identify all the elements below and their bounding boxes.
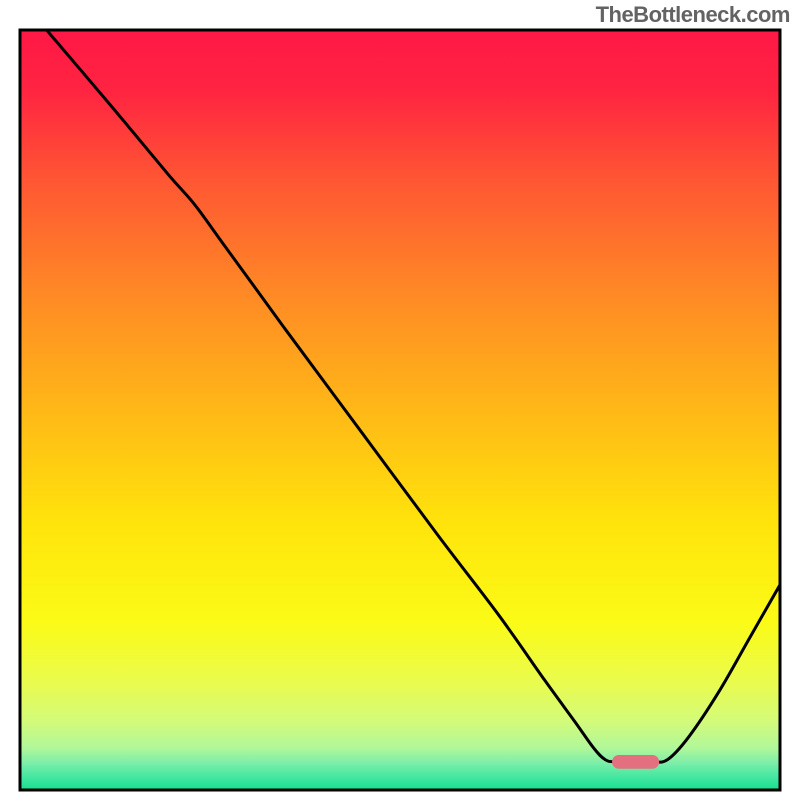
plot-background-gradient (20, 30, 780, 790)
optimal-range-marker (612, 755, 659, 769)
watermark-text: TheBottleneck.com (596, 2, 790, 28)
bottleneck-chart (0, 0, 800, 800)
chart-root: TheBottleneck.com (0, 0, 800, 800)
